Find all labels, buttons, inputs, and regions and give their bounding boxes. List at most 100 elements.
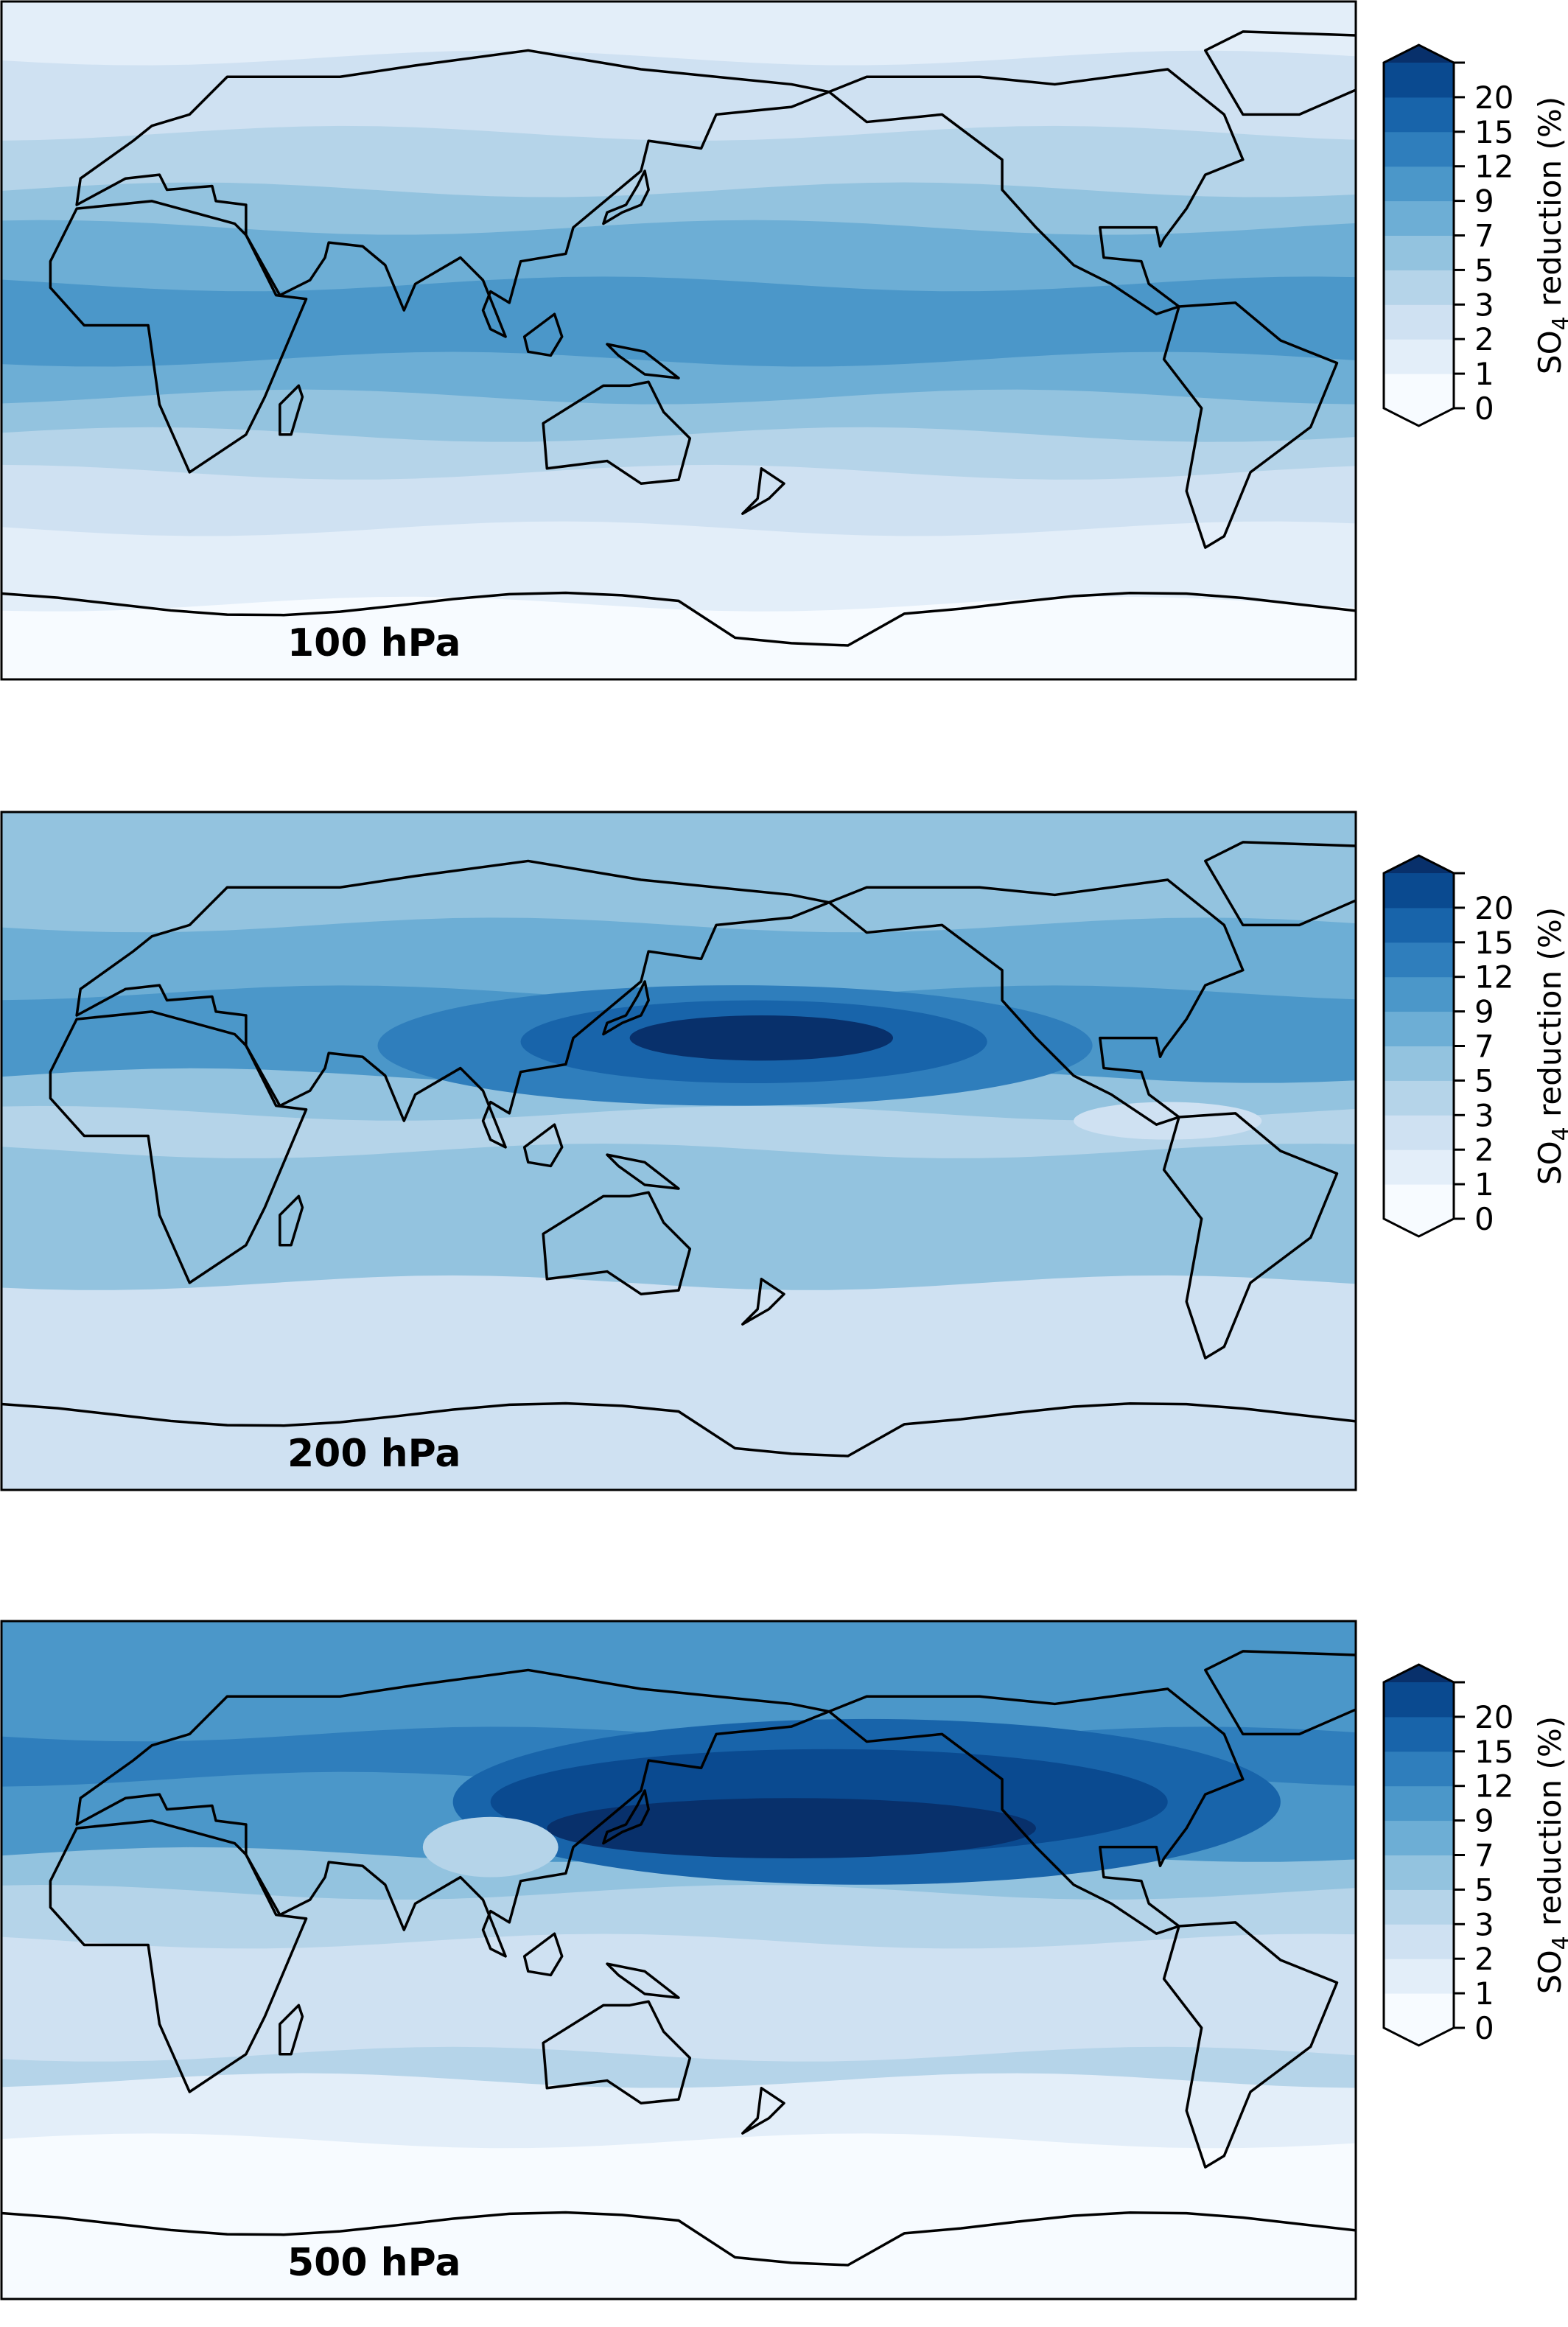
colorbar-segment bbox=[1384, 1855, 1454, 1890]
coastline-africa bbox=[49, 200, 308, 474]
coastline-new-guinea bbox=[606, 1153, 680, 1190]
colorbar-tick-label: 0 bbox=[1474, 1201, 1494, 1237]
coastline-greenland bbox=[1204, 841, 1356, 927]
colorbar-tick-label: 9 bbox=[1474, 183, 1494, 220]
map-field bbox=[1, 812, 1356, 1490]
colorbar-segment bbox=[1384, 339, 1454, 374]
colorbar-tick-label: 15 bbox=[1474, 925, 1513, 961]
colorbar-extend-min bbox=[1384, 408, 1454, 426]
colorbar-tick-label: 3 bbox=[1474, 287, 1494, 323]
colorbar-tick-label: 12 bbox=[1474, 149, 1513, 185]
coastline-madagascar bbox=[279, 2004, 304, 2056]
colorbar-tick-label: 15 bbox=[1474, 1734, 1513, 1770]
contour-band-level-2 bbox=[1, 1275, 1356, 1490]
colorbar-tick-label: 12 bbox=[1474, 959, 1513, 995]
coastline-eurasia bbox=[75, 49, 830, 338]
colorbar-tick-label: 7 bbox=[1474, 218, 1494, 254]
contour-band-level-0 bbox=[1, 2133, 1356, 2299]
coastline-north-america bbox=[827, 68, 1245, 315]
colorbar-label-main: SO bbox=[1532, 1141, 1568, 1185]
coastline-eurasia bbox=[75, 1668, 830, 1958]
colorbar-tick-label: 12 bbox=[1474, 1768, 1513, 1805]
colorbar-tick-label: 20 bbox=[1474, 890, 1513, 926]
colorbar-segment bbox=[1384, 1785, 1454, 1822]
colorbar-segment bbox=[1384, 1115, 1454, 1150]
colorbar-tick-label: 3 bbox=[1474, 1906, 1494, 1942]
coastline-antarctica bbox=[1, 591, 1356, 647]
colorbar-segment bbox=[1384, 1820, 1454, 1855]
colorbar-tick-label: 0 bbox=[1474, 2010, 1494, 2046]
map-panel-100hpa: 100 hPa0123579121520SO4 reduction (%) bbox=[0, 0, 1568, 707]
colorbar-segment bbox=[1384, 1011, 1454, 1046]
map-frame bbox=[0, 1620, 1357, 2300]
colorbar-label: SO4 reduction (%) bbox=[1532, 97, 1568, 374]
contour-region-level-10 bbox=[629, 1015, 894, 1061]
map-panel-500hpa: 500 hPa0123579121520SO4 reduction (%) bbox=[0, 1620, 1568, 2327]
colorbar-tick-label: 1 bbox=[1474, 1166, 1494, 1203]
colorbar-tick-label: 5 bbox=[1474, 252, 1494, 288]
colorbar-tick-label: 5 bbox=[1474, 1063, 1494, 1099]
map-frame bbox=[0, 0, 1357, 681]
colorbar-tick-label: 2 bbox=[1474, 321, 1494, 357]
coastline-greenland bbox=[1204, 30, 1356, 116]
coastline-madagascar bbox=[279, 1194, 304, 1247]
coastline-north-america bbox=[827, 878, 1245, 1126]
colorbar-segment bbox=[1384, 976, 1454, 1012]
contour-region-level-3 bbox=[422, 1816, 559, 1878]
colorbar-segment bbox=[1384, 270, 1454, 305]
map-frame bbox=[0, 811, 1357, 1491]
coastline-africa bbox=[49, 1010, 308, 1284]
colorbar: 0123579121520SO4 reduction (%) bbox=[1382, 854, 1568, 1238]
colorbar-segment bbox=[1384, 1924, 1454, 1959]
coastline-new-guinea bbox=[606, 343, 680, 379]
colorbar-tick-label: 1 bbox=[1474, 1976, 1494, 2012]
colorbar-segment bbox=[1384, 873, 1454, 909]
colorbar-tick-label: 2 bbox=[1474, 1941, 1494, 1977]
colorbar-segment bbox=[1384, 1046, 1454, 1081]
colorbar-segment bbox=[1384, 200, 1454, 236]
colorbar-segment bbox=[1384, 304, 1454, 340]
colorbar-label-subscript: 4 bbox=[1548, 316, 1568, 330]
coastline-south-america bbox=[1162, 301, 1339, 549]
coastline-south-america bbox=[1162, 1112, 1339, 1360]
colorbar-label-main: SO bbox=[1532, 1950, 1568, 1994]
colorbar-segment bbox=[1384, 235, 1454, 270]
coastline-australia bbox=[542, 380, 692, 485]
coastline-borneo bbox=[522, 1932, 564, 1977]
colorbar-extend-max bbox=[1384, 45, 1454, 63]
colorbar: 0123579121520SO4 reduction (%) bbox=[1382, 43, 1568, 427]
coastline-africa bbox=[49, 1819, 308, 2093]
colorbar-tick-label: 0 bbox=[1474, 391, 1494, 427]
coastline-madagascar bbox=[279, 384, 304, 436]
colorbar-extend-min bbox=[1384, 1219, 1454, 1236]
coastline-new-guinea bbox=[606, 1962, 680, 1999]
coastline-south-america bbox=[1162, 1921, 1339, 2169]
colorbar-label: SO4 reduction (%) bbox=[1532, 1716, 1568, 1994]
map-panel-200hpa: 200 hPa0123579121520SO4 reduction (%) bbox=[0, 811, 1568, 1518]
colorbar-tick-label: 20 bbox=[1474, 1699, 1513, 1735]
colorbar-segment bbox=[1384, 1751, 1454, 1787]
coastline-antarctica bbox=[1, 2211, 1356, 2267]
coastline-antarctica bbox=[1, 1402, 1356, 1458]
colorbar-segment bbox=[1384, 1889, 1454, 1925]
colorbar-extend-max bbox=[1384, 855, 1454, 873]
colorbar-tick-label: 15 bbox=[1474, 114, 1513, 150]
colorbar-segment bbox=[1384, 1184, 1454, 1220]
coastline-new-zealand bbox=[741, 2087, 785, 2135]
colorbar: 0123579121520SO4 reduction (%) bbox=[1382, 1663, 1568, 2047]
contour-region-level-10 bbox=[547, 1798, 1037, 1858]
colorbar-segment bbox=[1384, 97, 1454, 133]
coastline-borneo bbox=[522, 1123, 564, 1168]
colorbar-label-rest: reduction (%) bbox=[1532, 97, 1568, 316]
colorbar-tick-label: 9 bbox=[1474, 1803, 1494, 1839]
pressure-level-label: 200 hPa bbox=[287, 1432, 461, 1476]
colorbar-label-main: SO bbox=[1532, 330, 1568, 374]
colorbar-tick-label: 20 bbox=[1474, 80, 1513, 116]
coastline-borneo bbox=[522, 312, 564, 357]
colorbar-tick-label: 7 bbox=[1474, 1838, 1494, 1874]
coastline-new-zealand bbox=[741, 467, 785, 515]
colorbar-tick-label: 5 bbox=[1474, 1872, 1494, 1908]
colorbar-segment bbox=[1384, 1080, 1454, 1116]
coastline-japan bbox=[602, 980, 650, 1036]
colorbar-tick-label: 7 bbox=[1474, 1029, 1494, 1065]
